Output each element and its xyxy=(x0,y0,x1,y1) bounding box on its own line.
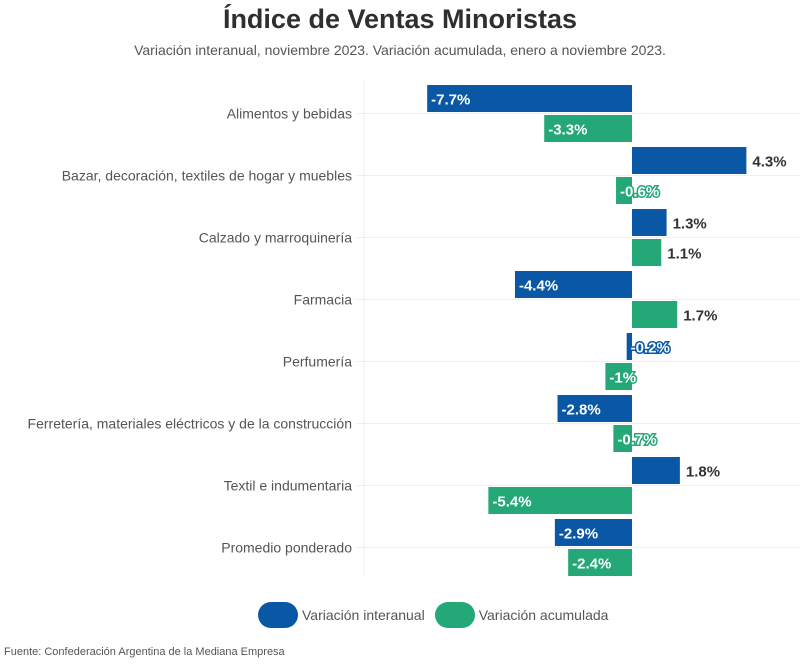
value-label: -3.3% xyxy=(548,122,587,139)
category-label: Alimentos y bebidas xyxy=(227,106,352,122)
legend-swatch-interanual xyxy=(258,602,298,628)
bar-acumulada xyxy=(544,115,632,142)
value-label: 1.1% xyxy=(667,246,701,263)
bar-interanual xyxy=(514,271,632,298)
chart-title: Índice de Ventas Minoristas xyxy=(222,4,578,34)
value-label: 4.3% xyxy=(752,154,786,171)
category-label: Promedio ponderado xyxy=(221,540,352,556)
legend-swatch-acumulada xyxy=(434,602,475,628)
bar-acumulada xyxy=(613,425,632,452)
bar-interanual xyxy=(557,395,632,422)
value-label: 1.7% xyxy=(683,308,717,325)
bar-acumulada xyxy=(568,549,632,576)
value-label: -0.6% xyxy=(620,184,659,201)
legend-item-interanual[interactable]: Variación interanual xyxy=(258,602,425,628)
bar-interanual xyxy=(632,209,667,236)
bar-chart: Alimentos y bebidas -7.7% -3.3% Bazar, deco… xyxy=(28,80,800,576)
value-label: -5.4% xyxy=(492,494,531,511)
value-label: -0.2% xyxy=(631,340,670,357)
bar-acumulada xyxy=(632,301,678,328)
category-label: Farmacia xyxy=(294,292,353,308)
source-note: Fuente: Confederación Argentina de la Me… xyxy=(4,646,285,658)
legend: Variación interanual Variación acumulada xyxy=(258,602,618,628)
legend-label-interanual: Variación interanual xyxy=(302,607,425,623)
bar-interanual xyxy=(427,85,632,112)
bar-interanual xyxy=(632,147,747,174)
value-label: -4.4% xyxy=(519,278,558,295)
legend-item-acumulada[interactable]: Variación acumulada xyxy=(434,602,609,628)
category-label: Textil e indumentaria xyxy=(224,478,353,494)
value-label: -1% xyxy=(609,370,636,387)
value-label: -2.4% xyxy=(572,556,611,573)
bar-interanual xyxy=(632,457,680,484)
value-label: 1.3% xyxy=(673,216,707,233)
bar-acumulada xyxy=(616,177,632,204)
bar-acumulada xyxy=(632,239,662,266)
value-label: -0.7% xyxy=(617,432,656,449)
bar-acumulada xyxy=(488,487,632,514)
value-label: 1.8% xyxy=(686,464,720,481)
category-label: Calzado y marroquinería xyxy=(199,230,353,246)
value-label: -2.9% xyxy=(559,526,598,543)
legend-label-acumulada: Variación acumulada xyxy=(478,607,609,623)
bar-interanual xyxy=(626,333,632,360)
bar-interanual xyxy=(554,519,632,546)
category-label: Perfumería xyxy=(283,354,352,370)
value-label: -2.8% xyxy=(562,402,601,419)
chart-subtitle: Variación interanual, noviembre 2023. Va… xyxy=(134,42,666,58)
category-label: Ferretería, materiales eléctricos y de l… xyxy=(28,416,352,432)
category-label: Bazar, decoración, textiles de hogar y m… xyxy=(62,168,352,184)
value-label: -7.7% xyxy=(431,92,470,109)
bar-acumulada xyxy=(605,363,632,390)
